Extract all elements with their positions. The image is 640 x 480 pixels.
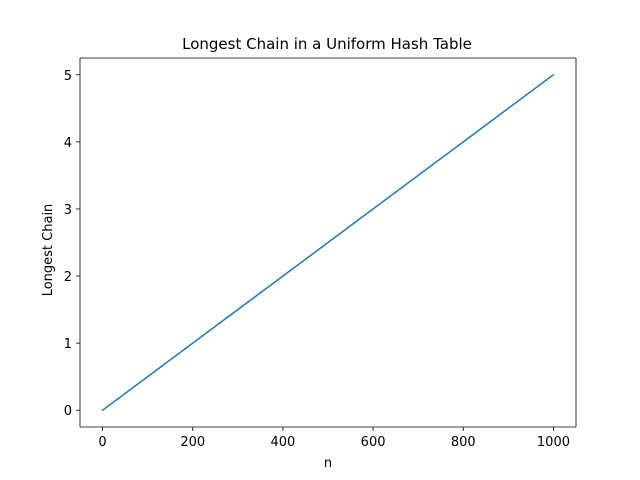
- y-tick-label: 3: [64, 203, 72, 218]
- y-tick-label: 4: [64, 136, 72, 151]
- x-tick-label: 200: [180, 435, 205, 450]
- x-axis-label: n: [324, 456, 332, 471]
- x-tick-label: 600: [361, 435, 386, 450]
- plot-area: 0 200 400 600 800 1000 0 1 2 3 4 5: [64, 57, 577, 450]
- y-tick-label: 2: [64, 270, 72, 285]
- series-line-0: [101, 73, 555, 412]
- x-tick-label: 1000: [537, 435, 570, 450]
- x-tick-label: 800: [451, 435, 476, 450]
- y-tick-label: 0: [64, 404, 72, 419]
- y-tick-label: 1: [64, 337, 72, 352]
- chart-title: Longest Chain in a Uniform Hash Table: [182, 35, 472, 53]
- y-tick-label: 5: [64, 69, 72, 84]
- y-axis-label: Longest Chain: [41, 204, 56, 297]
- x-tick-label: 0: [98, 435, 106, 450]
- x-tick-label: 400: [270, 435, 295, 450]
